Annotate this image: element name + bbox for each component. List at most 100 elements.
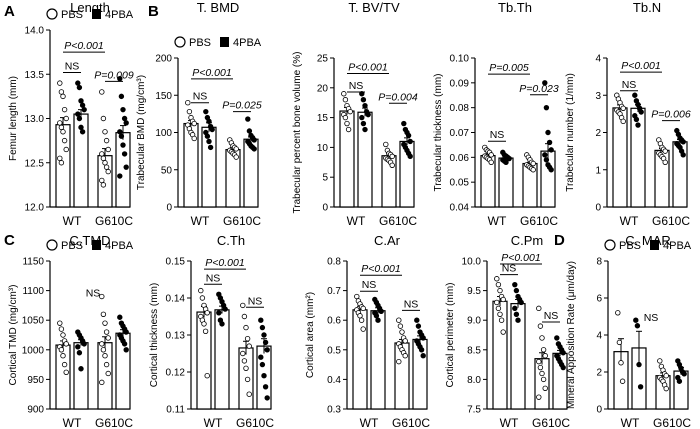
- y-tick-label: 950: [27, 375, 44, 386]
- data-point: [216, 310, 222, 316]
- data-point: [233, 146, 239, 152]
- data-point: [373, 313, 380, 319]
- data-point: [264, 395, 270, 401]
- data-point: [537, 364, 544, 371]
- data-point: [616, 339, 623, 346]
- data-point: [636, 361, 642, 368]
- y-axis-label: Trabecular percent bone volume (%): [292, 52, 303, 214]
- data-point: [245, 116, 251, 122]
- data-point: [360, 97, 367, 103]
- data-point: [513, 311, 520, 317]
- data-point: [123, 164, 129, 170]
- data-point: [360, 305, 366, 312]
- data-point: [359, 91, 365, 97]
- data-point: [105, 146, 111, 153]
- data-point: [420, 335, 426, 341]
- data-point: [57, 120, 63, 126]
- significance-label: P<0.001: [192, 67, 231, 79]
- data-point: [530, 167, 536, 173]
- significance-label: NS: [404, 298, 419, 310]
- data-point: [246, 391, 252, 397]
- data-point: [61, 137, 68, 144]
- data-point: [105, 168, 111, 175]
- data-point: [121, 341, 128, 347]
- data-point: [206, 118, 212, 125]
- data-point: [657, 358, 663, 364]
- y-axis-label: Mineral Apposition Rate (μm/day): [566, 261, 577, 409]
- data-point: [201, 321, 207, 327]
- data-point: [375, 317, 381, 323]
- legend-4pba-marker: [92, 240, 101, 250]
- data-point: [383, 141, 389, 148]
- x-tick-label: G610C: [95, 416, 133, 429]
- data-point: [634, 323, 641, 329]
- data-point: [513, 287, 520, 294]
- data-point: [75, 344, 81, 350]
- data-point: [542, 353, 548, 359]
- y-tick-label: 15: [317, 113, 329, 124]
- legend-pbs-marker: [174, 36, 186, 48]
- data-point: [99, 379, 105, 386]
- data-point: [243, 365, 249, 371]
- significance-label: NS: [206, 272, 221, 284]
- y-tick-label: 0.13: [166, 331, 186, 342]
- data-point: [118, 133, 125, 139]
- y-tick-label: 100: [155, 128, 172, 139]
- x-tick-label: G610C: [392, 416, 430, 429]
- data-point: [341, 91, 347, 97]
- chart-t-bmd: T. BMD 0 50 100 150 200 Trabecular BMD (mg/cm³…: [136, 0, 262, 228]
- data-point: [202, 328, 209, 334]
- x-tick-label: WT: [620, 214, 639, 228]
- legend-pbs-marker: [46, 8, 58, 20]
- data-point: [243, 324, 249, 331]
- data-point: [58, 124, 65, 131]
- y-axis-label: Cortical thickness (mm): [149, 283, 160, 387]
- bar: [55, 124, 71, 208]
- data-point: [360, 326, 366, 332]
- data-point: [99, 151, 105, 157]
- legend-pbs-marker: [604, 239, 616, 251]
- x-tick-label: G610C: [223, 214, 261, 228]
- data-point: [620, 118, 626, 125]
- data-point: [246, 128, 253, 134]
- data-point: [222, 306, 228, 312]
- y-tick-label: 12.0: [25, 203, 45, 214]
- data-point: [63, 369, 69, 375]
- x-tick-label: WT: [204, 416, 223, 429]
- data-point: [681, 371, 687, 377]
- y-tick-label: 0.8: [327, 257, 341, 268]
- y-tick-label: 9.0: [467, 316, 481, 327]
- data-point: [57, 320, 63, 326]
- chart-title: T. BMD: [197, 0, 240, 15]
- legend: PBS 4PBA: [46, 8, 134, 21]
- legend-4pba-marker: [92, 9, 101, 19]
- data-point: [635, 122, 641, 128]
- data-point: [407, 138, 413, 145]
- y-tick-label: 1150: [22, 257, 44, 268]
- data-point: [61, 106, 68, 113]
- data-point: [185, 99, 191, 106]
- y-tick-label: 1050: [22, 316, 45, 327]
- data-point: [495, 281, 502, 288]
- data-point: [60, 129, 66, 135]
- data-point: [100, 115, 107, 122]
- data-point: [418, 347, 425, 353]
- data-point: [81, 106, 87, 113]
- data-point: [262, 384, 269, 390]
- y-tick-label: 8.5: [467, 345, 481, 356]
- y-axis-label: Trabecular number (1/mm): [565, 73, 576, 192]
- data-point: [633, 116, 640, 123]
- data-point: [488, 159, 494, 165]
- data-point: [500, 296, 506, 303]
- data-point: [554, 335, 560, 341]
- data-point: [399, 329, 405, 335]
- data-point: [118, 93, 125, 100]
- data-point: [342, 114, 349, 121]
- x-tick-label: G610C: [532, 416, 570, 429]
- data-point: [500, 329, 506, 335]
- y-tick-label: 13.0: [25, 114, 45, 125]
- chart-title: T. BV/TV: [348, 0, 400, 15]
- significance-label: NS: [193, 91, 208, 103]
- data-point: [680, 152, 686, 158]
- data-point: [61, 361, 68, 368]
